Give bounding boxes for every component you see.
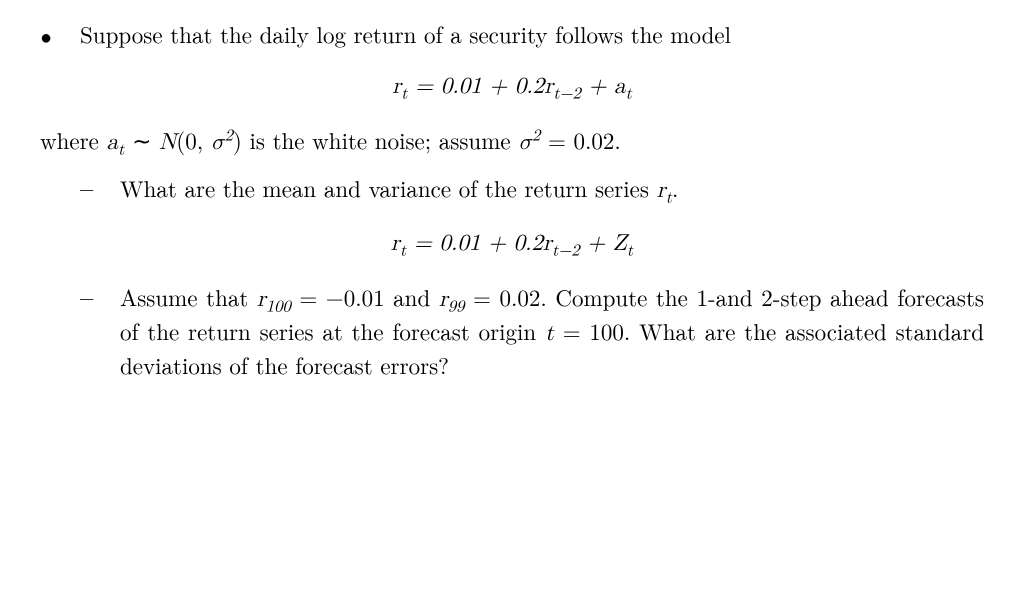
sub-item-2: – Assume that r100 = −0.01 and r99 = 0.0… bbox=[80, 281, 984, 380]
eq1-rvar: r bbox=[544, 75, 553, 98]
equation-1: rt = 0.01 + 0.2rt−2 + at bbox=[40, 71, 984, 102]
bullet-glyph: ● bbox=[40, 18, 80, 49]
equation-2: rt = 0.01 + 0.2rt−2 + Zt bbox=[40, 228, 984, 259]
eq2-lhs-sub: t bbox=[400, 244, 406, 260]
where-eq: = 0.02. bbox=[540, 123, 621, 156]
where-sigma2: σ bbox=[518, 131, 532, 154]
dash-glyph-2: – bbox=[80, 281, 120, 312]
eq2-coef: 0.2 bbox=[514, 232, 543, 255]
page: ● Suppose that the daily log return of a… bbox=[0, 0, 1024, 400]
eq1-noise-sub: t bbox=[625, 87, 631, 103]
eq2-const: 0.01 bbox=[439, 232, 480, 255]
q2-r100: r bbox=[257, 288, 266, 311]
q2-t: t bbox=[545, 322, 554, 345]
where-sigma-sup: 2 bbox=[225, 128, 233, 144]
q2-prefix: Assume that bbox=[120, 280, 257, 313]
eq1-rvar-sub: t−2 bbox=[553, 87, 581, 103]
q1-text: What are the mean and variance of the re… bbox=[120, 172, 984, 206]
eq1-const: 0.01 bbox=[441, 75, 482, 98]
top-bullet-item: ● Suppose that the daily log return of a… bbox=[40, 18, 984, 49]
eq1-lhs-sub: t bbox=[401, 87, 407, 103]
q2-r99: r bbox=[439, 288, 448, 311]
eq2-lhs: r bbox=[391, 232, 400, 255]
eq1-lhs: r bbox=[392, 75, 401, 98]
where-line: where at ∼ N(0, σ2) is the white noise; … bbox=[40, 124, 984, 158]
q1-rt: r bbox=[657, 179, 666, 202]
where-args-close: ) bbox=[233, 123, 242, 156]
eq2-noise: Z bbox=[613, 232, 627, 255]
eq1-noise: a bbox=[614, 75, 626, 98]
q1-period: . bbox=[672, 171, 678, 204]
eq2-noise-sub: t bbox=[627, 244, 633, 260]
where-tail: is the white noise; assume bbox=[242, 123, 518, 156]
q2-text: Assume that r100 = −0.01 and r99 = 0.02.… bbox=[120, 281, 984, 380]
q2-r100-eq: = −0.01 and bbox=[291, 280, 439, 313]
dash-glyph-1: – bbox=[80, 172, 120, 203]
intro-text: Suppose that the daily log return of a s… bbox=[80, 18, 984, 49]
where-prefix: where bbox=[40, 123, 107, 156]
where-sigma: σ bbox=[211, 131, 225, 154]
where-tilde: ∼ bbox=[124, 123, 159, 156]
where-N: N bbox=[159, 131, 176, 154]
eq1-coef: 0.2 bbox=[515, 75, 544, 98]
eq2-rvar-sub: t−2 bbox=[552, 244, 580, 260]
sub-item-1: – What are the mean and variance of the … bbox=[80, 172, 984, 206]
eq2-rvar: r bbox=[543, 232, 552, 255]
q1-prefix: What are the mean and variance of the re… bbox=[120, 171, 657, 204]
where-args-open: (0, bbox=[176, 123, 211, 156]
where-at: a bbox=[107, 131, 119, 154]
